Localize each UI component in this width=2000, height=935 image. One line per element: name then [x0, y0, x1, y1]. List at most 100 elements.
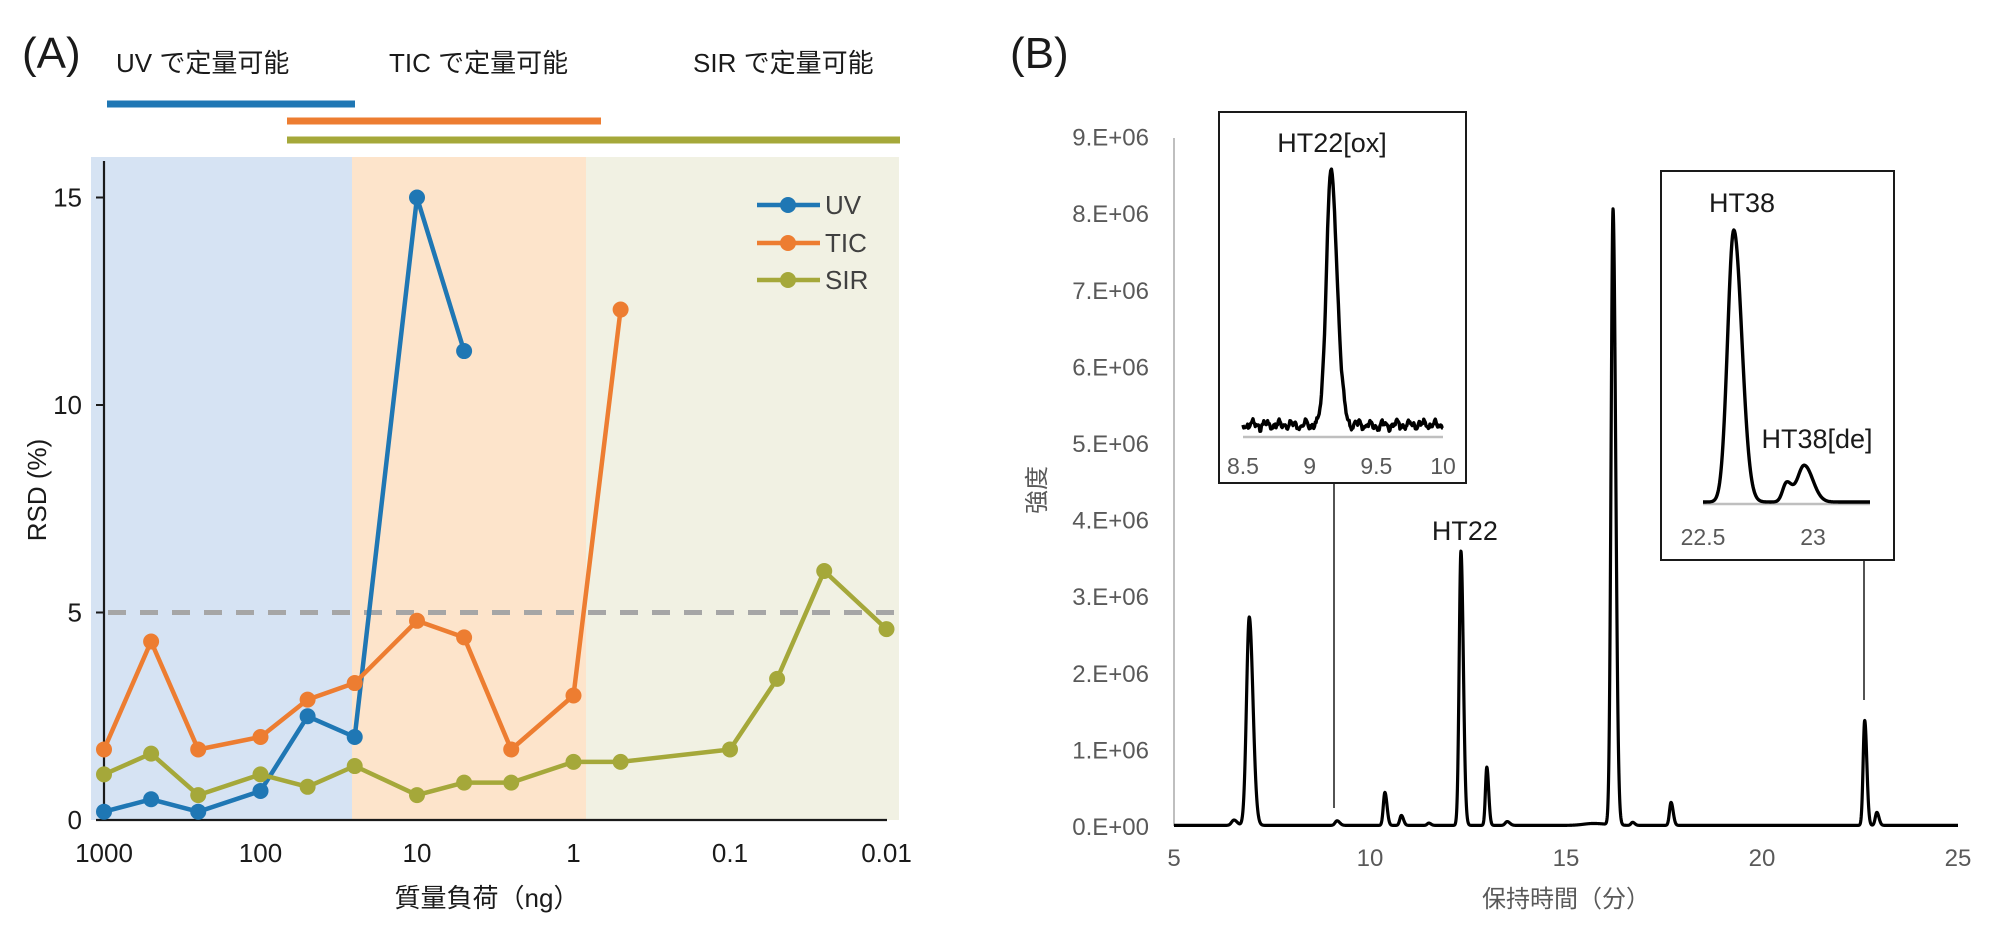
x-tick-label: 5 — [1167, 845, 1180, 872]
y-tick-label: 0.E+00 — [1072, 814, 1149, 841]
legend-marker-uv — [780, 197, 796, 213]
data-point-uv — [143, 791, 160, 808]
y-tick-label: 4.E+06 — [1072, 508, 1149, 535]
x-tick-label: 15 — [1553, 845, 1580, 872]
y-tick-label: 8.E+06 — [1072, 201, 1149, 228]
x-tick-label: 0.1 — [712, 838, 748, 868]
panel-b-label: (B) — [1010, 29, 1069, 78]
region-tic — [352, 157, 586, 820]
panel-b-axes: 0.E+00 1.E+06 2.E+06 3.E+06 4.E+06 5.E+06 6.E+… — [1072, 125, 1971, 872]
data-point-uv — [409, 189, 425, 206]
inset-frame — [1660, 170, 1895, 561]
y-tick-label: 6.E+06 — [1072, 354, 1149, 381]
inset-x-tick-label: 23 — [1800, 524, 1826, 550]
data-point-sir — [190, 787, 207, 804]
x-tick-label: 25 — [1945, 845, 1972, 872]
data-point-sir — [816, 563, 833, 579]
inset-ht38: HT38 HT38[de] 22.5 23 — [1660, 170, 1895, 700]
inset-trace — [1241, 167, 1444, 433]
x-tick-label: 10 — [1357, 845, 1384, 872]
data-point-tic — [456, 629, 473, 646]
data-point-sir — [612, 753, 629, 770]
inset-x-tick-label: 8.5 — [1227, 453, 1259, 479]
legend-label-tic: TIC — [825, 228, 867, 258]
data-point-uv — [96, 803, 112, 820]
data-point-uv — [299, 708, 316, 725]
data-point-tic — [346, 675, 363, 692]
data-point-sir — [143, 745, 160, 762]
peak-label-ht22: HT22 — [1432, 516, 1498, 546]
data-point-sir — [96, 766, 112, 783]
inset-x-tick-label: 10 — [1430, 453, 1456, 479]
inset-sub-label: HT38[de] — [1761, 424, 1872, 454]
inset-title: HT22[ox] — [1277, 128, 1387, 158]
data-point-sir — [503, 774, 520, 791]
data-point-sir — [252, 766, 269, 783]
peak-labels: HT22 — [1432, 516, 1498, 546]
y-tick-label: 1.E+06 — [1072, 737, 1149, 764]
y-axis-title: RSD (%) — [22, 439, 52, 542]
inset-title: HT38 — [1709, 188, 1775, 218]
data-point-tic — [299, 691, 316, 708]
y-tick-label: 15 — [53, 183, 82, 213]
data-point-sir — [456, 774, 473, 791]
x-axis-title: 質量負荷（ng） — [395, 883, 580, 913]
series-sir — [96, 563, 895, 804]
x-tick-label: 100 — [239, 838, 282, 868]
chromatogram — [1172, 207, 1960, 827]
x-tick-label: 20 — [1749, 845, 1776, 872]
legend-label-uv: UV — [825, 190, 862, 220]
panel-b-chart: (B) 0.E+00 1.E+06 2.E+06 3.E+06 4.E+06 5.E+06… — [1010, 29, 1971, 913]
legend-item-tic: TIC — [757, 228, 867, 258]
region-sir — [586, 157, 899, 820]
panel-a-label: (A) — [22, 29, 81, 78]
data-point-uv — [346, 729, 363, 745]
y-tick-label: 2.E+06 — [1072, 661, 1149, 688]
data-point-uv — [252, 782, 269, 799]
range-label-tic: TIC で定量可能 — [389, 48, 568, 78]
inset-x-tick-label: 9.5 — [1360, 453, 1392, 479]
x-tick-label: 10 — [403, 838, 432, 868]
y-tick-label: 9.E+06 — [1072, 125, 1149, 152]
x-axis-title: 保持時間（分） — [1482, 886, 1650, 913]
x-tick-label: 1000 — [75, 838, 133, 868]
data-point-sir — [409, 787, 425, 804]
data-point-uv — [456, 343, 473, 360]
range-label-sir: SIR で定量可能 — [693, 48, 874, 78]
data-point-sir — [299, 778, 316, 795]
data-point-sir — [346, 758, 363, 775]
quantifiable-range-labels: UV で定量可能 TIC で定量可能 SIR で定量可能 — [116, 48, 874, 78]
y-tick-label: 0 — [68, 805, 82, 835]
x-tick-label: 0.01 — [861, 838, 912, 868]
panel-a-axes: 0 5 10 15 1000 100 10 1 0.1 0.01 — [53, 161, 912, 868]
data-point-tic — [565, 687, 582, 704]
series-line-uv — [103, 195, 467, 814]
data-point-tic — [612, 301, 629, 318]
insets: HT22[ox] 8.5 9 9.5 10 HT38 HT38[de] 22.5 23 — [1218, 111, 1895, 808]
data-point-sir — [878, 621, 895, 638]
range-label-uv: UV で定量可能 — [116, 48, 289, 78]
y-tick-label: 7.E+06 — [1072, 278, 1149, 305]
inset-ht22ox: HT22[ox] 8.5 9 9.5 10 — [1218, 111, 1467, 808]
legend-label-sir: SIR — [825, 265, 868, 295]
series-tic — [96, 301, 629, 758]
data-point-sir — [769, 670, 786, 687]
rsd-series — [96, 189, 895, 820]
data-point-uv — [190, 803, 207, 820]
quantifiable-range-bars — [107, 100, 900, 144]
data-point-tic — [252, 729, 269, 745]
inset-x-tick-label: 9 — [1303, 453, 1316, 479]
chromatogram-trace — [1172, 207, 1960, 827]
x-tick-label: 1 — [566, 838, 580, 868]
y-tick-label: 3.E+06 — [1072, 584, 1149, 611]
y-axis-title: 強度 — [1024, 466, 1051, 514]
data-point-tic — [190, 741, 207, 758]
quantifiable-regions — [91, 157, 899, 820]
data-point-tic — [503, 741, 520, 758]
panel-a-chart: (A) UV で定量可能 TIC で定量可能 SIR で定量可能 051015100… — [22, 29, 912, 913]
legend-marker-sir — [780, 272, 796, 288]
data-point-tic — [409, 612, 425, 629]
data-point-sir — [722, 741, 738, 758]
legend-marker-tic — [780, 235, 796, 251]
legend-item-sir: SIR — [757, 265, 868, 295]
